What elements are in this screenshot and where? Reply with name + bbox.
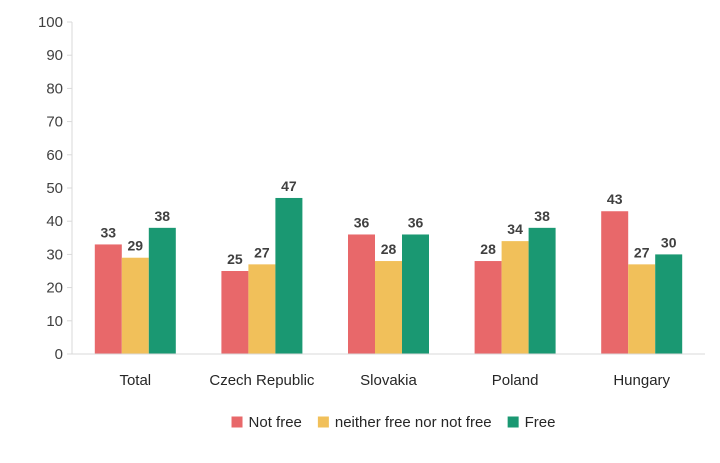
data-label: 36: [408, 214, 424, 230]
data-label: 27: [634, 244, 650, 260]
x-category-label: Czech Republic: [209, 372, 315, 389]
bar: [528, 227, 556, 354]
bar: [221, 271, 249, 354]
bar: [275, 197, 303, 354]
data-label: 34: [507, 221, 523, 237]
data-label: 43: [607, 191, 623, 207]
bar: [402, 234, 429, 354]
bar: [121, 257, 149, 354]
data-label: 38: [534, 208, 550, 224]
x-axis: Total Czech Republic Slovakia Poland Hungary: [72, 353, 705, 389]
x-category-label: Total: [119, 372, 151, 389]
y-tick-label: 100: [38, 14, 63, 31]
legend-swatch: [507, 416, 519, 428]
legend-label: neither free nor not free: [335, 414, 492, 431]
y-tick-label: 70: [46, 114, 63, 131]
bar: [248, 264, 276, 354]
y-tick-label: 10: [46, 313, 63, 330]
bar: [148, 227, 176, 354]
legend-swatch: [317, 416, 329, 428]
bar: [474, 261, 502, 354]
data-label: 27: [254, 244, 270, 260]
data-label: 36: [354, 214, 370, 230]
bar: [655, 254, 683, 354]
data-label: 29: [128, 238, 144, 254]
y-tick-label: 30: [46, 246, 63, 263]
y-axis: 0 10 20 30 40 50 60 70 80 90 100: [38, 14, 73, 363]
data-label: 28: [480, 241, 496, 257]
legend-label: Not free: [249, 414, 302, 431]
y-tick-label: 50: [46, 180, 63, 197]
data-label: 28: [381, 241, 397, 257]
data-label: 33: [101, 224, 117, 240]
data-label: 38: [155, 208, 171, 224]
bars: [94, 197, 683, 354]
bar: [628, 264, 656, 354]
legend: Not free neither free nor not free Free: [231, 414, 556, 431]
legend-label: Free: [525, 414, 556, 431]
bar: [501, 241, 529, 354]
x-category-label: Hungary: [613, 372, 670, 389]
legend-swatch: [231, 416, 243, 428]
y-tick-label: 40: [46, 213, 63, 230]
bar: [375, 261, 402, 354]
bar: [94, 244, 122, 354]
y-tick-label: 20: [46, 280, 63, 297]
data-labels: 33 29 38 25 27 47 36 28 36 28 34 38 43 27 30: [101, 178, 677, 267]
x-category-label: Slovakia: [360, 372, 417, 389]
y-tick-label: 60: [46, 147, 63, 164]
data-label: 47: [281, 178, 297, 194]
x-category-label: Poland: [492, 372, 539, 389]
bar: [601, 211, 629, 354]
y-tick-label: 80: [46, 80, 63, 97]
y-tick-label: 90: [46, 47, 63, 64]
data-label: 25: [227, 251, 243, 267]
y-tick-label: 0: [55, 346, 63, 363]
data-label: 30: [661, 234, 677, 250]
bar: [348, 234, 375, 354]
